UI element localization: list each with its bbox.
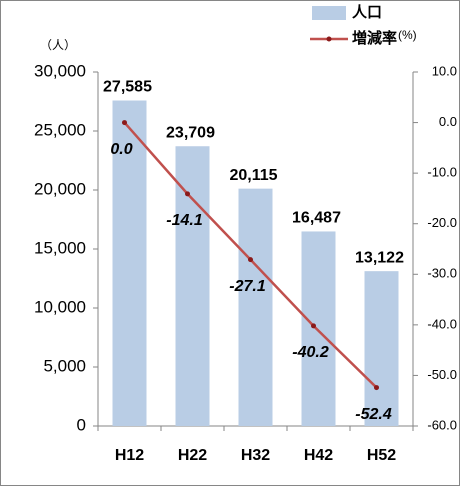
bar-label: 23,709 (166, 124, 215, 141)
bar-label: 16,487 (292, 210, 341, 227)
bar (238, 188, 273, 426)
x-tick-label: H42 (304, 447, 333, 464)
y2-tick-label: -20.0 (427, 215, 457, 230)
line-label: -14.1 (166, 212, 203, 229)
y-tick-label: 15,000 (34, 238, 86, 257)
line-marker (185, 191, 190, 197)
line-marker (122, 120, 127, 126)
y2-tick-label: -10.0 (427, 165, 457, 180)
x-tick-label: H22 (178, 447, 207, 464)
line-marker (248, 257, 253, 263)
y2-unit: (%) (398, 28, 417, 42)
y-unit: （人） (40, 38, 76, 52)
y-tick-label: 20,000 (34, 179, 86, 198)
y-tick-label: 25,000 (34, 120, 86, 139)
x-tick-label: H52 (367, 447, 396, 464)
legend-label: 人口 (352, 4, 382, 21)
line-marker (311, 323, 316, 329)
bar-label: 27,585 (103, 79, 152, 96)
x-tick-label: H12 (115, 447, 144, 464)
line-label: -52.4 (355, 406, 392, 423)
y2-tick-label: -30.0 (427, 266, 457, 281)
y-tick-label: 30,000 (34, 61, 86, 80)
bar-label: 20,115 (229, 167, 277, 184)
y2-tick-label: -40.0 (427, 316, 457, 331)
legend-marker (326, 36, 332, 42)
y2-tick-label: -50.0 (427, 367, 457, 382)
legend-label: 増減率 (352, 29, 397, 47)
legend-swatch (312, 6, 346, 20)
bar (112, 100, 147, 426)
y2-tick-label: 0.0 (439, 114, 457, 129)
line-label: -40.2 (292, 344, 329, 361)
x-tick-label: H32 (241, 447, 270, 464)
bar (364, 271, 399, 426)
bar-label: 13,122 (355, 249, 404, 266)
y2-tick-label: -60.0 (427, 417, 457, 432)
y-tick-label: 0 (77, 415, 86, 434)
line-marker (374, 385, 379, 391)
y-tick-label: 5,000 (43, 356, 86, 375)
y2-tick-label: 10.0 (432, 63, 457, 78)
line-label: 0.0 (110, 141, 132, 158)
bar (301, 231, 336, 426)
bar (175, 146, 210, 426)
y-tick-label: 10,000 (34, 297, 86, 316)
line-label: -27.1 (229, 278, 266, 295)
